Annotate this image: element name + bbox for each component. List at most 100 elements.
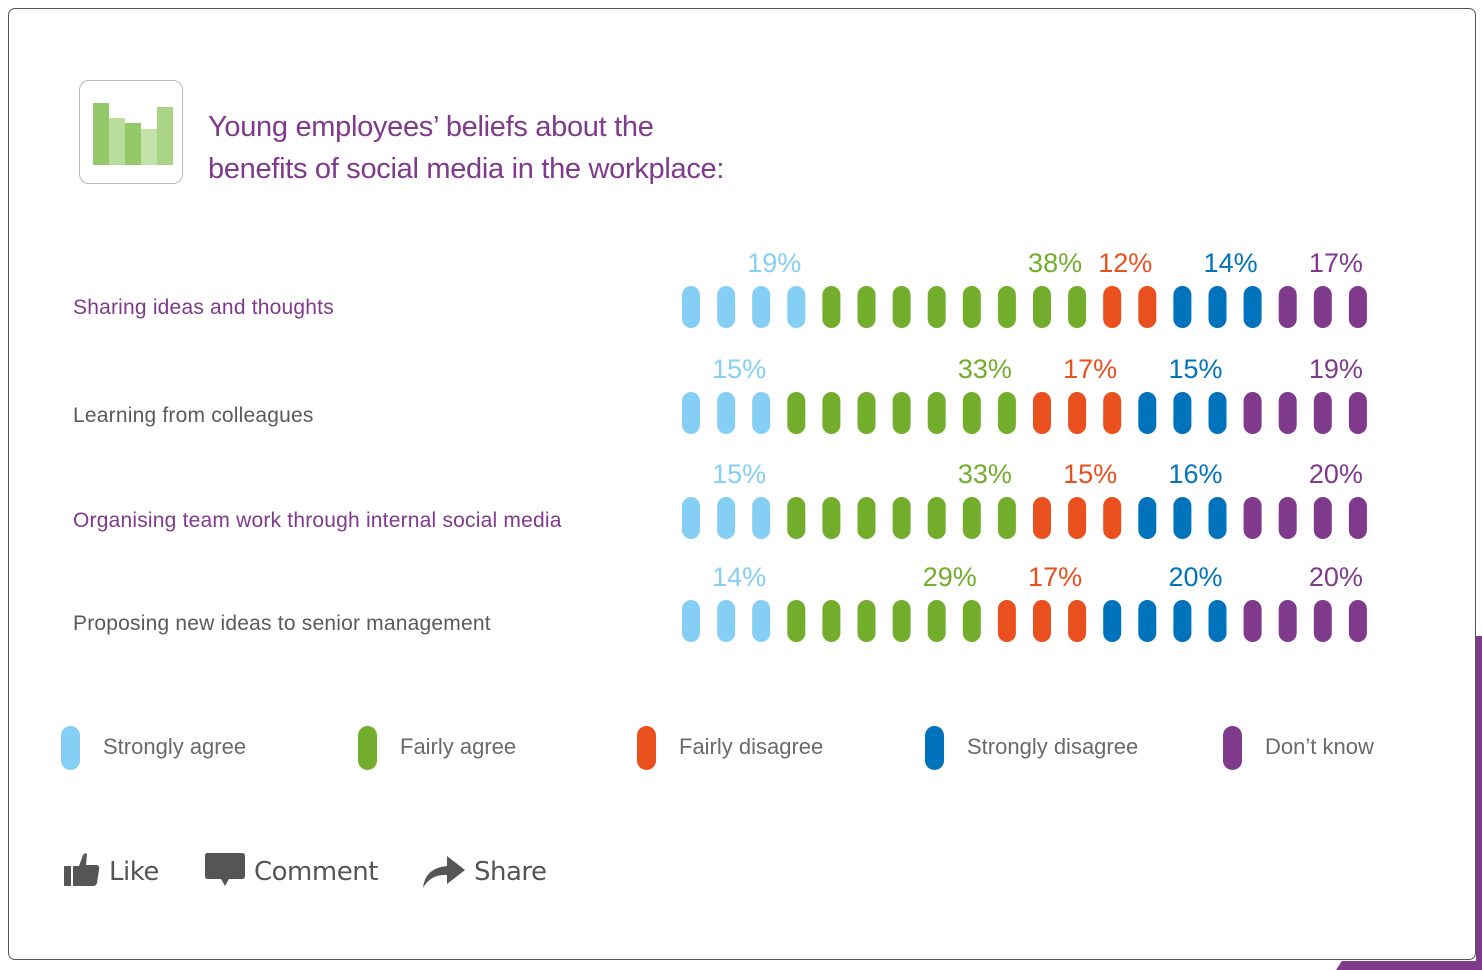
pill-fairly-agree — [1033, 286, 1051, 328]
legend-label: Don’t know — [1265, 734, 1374, 759]
pill-dont-know — [1313, 600, 1332, 642]
pill-fairly-agree — [962, 600, 981, 642]
pill-fairly-disagree — [1138, 286, 1157, 328]
like-button[interactable]: Like — [64, 850, 159, 894]
logo-bar — [141, 129, 157, 165]
logo-bar — [125, 123, 141, 165]
pill-fairly-disagree — [1103, 497, 1122, 539]
legend-swatch — [61, 726, 80, 770]
pill-fairly-agree — [892, 286, 911, 328]
pill-strongly-disagree — [1138, 497, 1157, 539]
pill-strongly-disagree — [1208, 600, 1227, 642]
data-label-strongly-disagree: 15% — [1168, 354, 1222, 384]
pill-dont-know — [1278, 392, 1297, 434]
data-label-strongly-agree: 19% — [747, 248, 801, 278]
pill-fairly-disagree — [997, 600, 1016, 642]
pill-fairly-agree — [822, 600, 841, 642]
comment-button[interactable]: Comment — [205, 850, 378, 894]
pill-dont-know — [1348, 600, 1367, 642]
pill-strongly-agree — [682, 497, 700, 539]
pill-strongly-disagree — [1208, 392, 1227, 434]
data-label-fairly-disagree: 12% — [1098, 248, 1152, 278]
pill-strongly-agree — [752, 497, 771, 539]
data-label-dont-know: 20% — [1309, 459, 1363, 489]
pill-fairly-disagree — [1068, 392, 1087, 434]
legend-swatch — [925, 726, 944, 770]
pill-fairly-agree — [962, 392, 981, 434]
pill-fairly-agree — [892, 497, 911, 539]
pill-fairly-disagree — [1033, 497, 1051, 539]
pill-fairly-agree — [927, 497, 946, 539]
pill-fairly-agree — [787, 497, 806, 539]
pill-dont-know — [1243, 392, 1262, 434]
pill-strongly-agree — [717, 392, 736, 434]
pill-fairly-agree — [997, 392, 1016, 434]
pill-fairly-agree — [787, 600, 806, 642]
like-label: Like — [109, 857, 159, 887]
pill-strongly-agree — [682, 600, 700, 642]
share-arrow-icon — [423, 850, 465, 895]
pill-fairly-agree — [787, 392, 806, 434]
pill-fairly-agree — [857, 392, 876, 434]
pill-strongly-disagree — [1208, 497, 1227, 539]
data-label-strongly-disagree: 20% — [1168, 562, 1222, 592]
data-label-fairly-agree: 33% — [958, 459, 1012, 489]
data-label-fairly-disagree: 17% — [1063, 354, 1117, 384]
pill-strongly-agree — [717, 497, 736, 539]
legend-swatch — [1223, 726, 1242, 770]
legend-label: Fairly disagree — [679, 734, 824, 759]
chart-row: 14% 29% 17% 20% 20% — [682, 562, 1367, 642]
pill-dont-know — [1313, 392, 1332, 434]
pill-fairly-disagree — [1068, 497, 1087, 539]
legend-label: Strongly agree — [103, 734, 247, 759]
pill-strongly-disagree — [1138, 600, 1157, 642]
pill-dont-know — [1348, 497, 1367, 539]
pill-fairly-agree — [927, 392, 946, 434]
category-label: Sharing ideas and thoughts — [73, 296, 334, 319]
thumbs-up-icon — [64, 852, 100, 893]
data-label-strongly-disagree: 14% — [1204, 248, 1258, 278]
chart-row: 15% 33% 15% 16% 20% — [682, 459, 1367, 539]
pill-fairly-disagree — [1068, 600, 1087, 642]
speech-bubble-icon — [205, 850, 245, 895]
pill-fairly-agree — [927, 600, 946, 642]
pill-strongly-agree — [717, 600, 736, 642]
share-button[interactable]: Share — [423, 850, 547, 894]
pill-fairly-agree — [1068, 286, 1087, 328]
pill-fairly-agree — [857, 497, 876, 539]
pill-fairly-agree — [822, 392, 841, 434]
infographic-card — [8, 8, 1476, 960]
pill-fairly-disagree — [1103, 286, 1122, 328]
pill-fairly-agree — [927, 286, 946, 328]
pill-strongly-agree — [682, 392, 700, 434]
data-label-fairly-agree: 38% — [1028, 248, 1082, 278]
pill-dont-know — [1348, 286, 1367, 328]
comment-label: Comment — [254, 857, 378, 887]
pill-strongly-agree — [717, 286, 736, 328]
pill-strongly-agree — [752, 286, 771, 328]
data-label-fairly-disagree: 15% — [1063, 459, 1117, 489]
category-label: Organising team work through internal so… — [73, 509, 562, 532]
pill-fairly-agree — [962, 286, 981, 328]
data-label-strongly-agree: 15% — [712, 354, 766, 384]
pill-fairly-agree — [892, 392, 911, 434]
pill-dont-know — [1348, 392, 1367, 434]
bar-chart-icon — [79, 80, 183, 184]
pill-strongly-agree — [752, 392, 771, 434]
pill-dont-know — [1243, 600, 1262, 642]
chart-title: Young employees’ beliefs about the benef… — [208, 106, 724, 190]
legend-swatch — [637, 726, 656, 770]
logo-bar — [109, 118, 125, 165]
pill-fairly-agree — [857, 286, 876, 328]
pill-strongly-disagree — [1208, 286, 1227, 328]
pill-dont-know — [1278, 600, 1297, 642]
pill-fairly-disagree — [1033, 392, 1051, 434]
data-label-strongly-disagree: 16% — [1168, 459, 1222, 489]
pill-dont-know — [1313, 286, 1332, 328]
pill-strongly-disagree — [1243, 286, 1262, 328]
pill-fairly-agree — [892, 600, 911, 642]
share-label: Share — [474, 857, 547, 887]
chart-title-line-2: benefits of social media in the workplac… — [208, 153, 725, 185]
pill-strongly-disagree — [1103, 600, 1122, 642]
pill-fairly-agree — [997, 497, 1016, 539]
